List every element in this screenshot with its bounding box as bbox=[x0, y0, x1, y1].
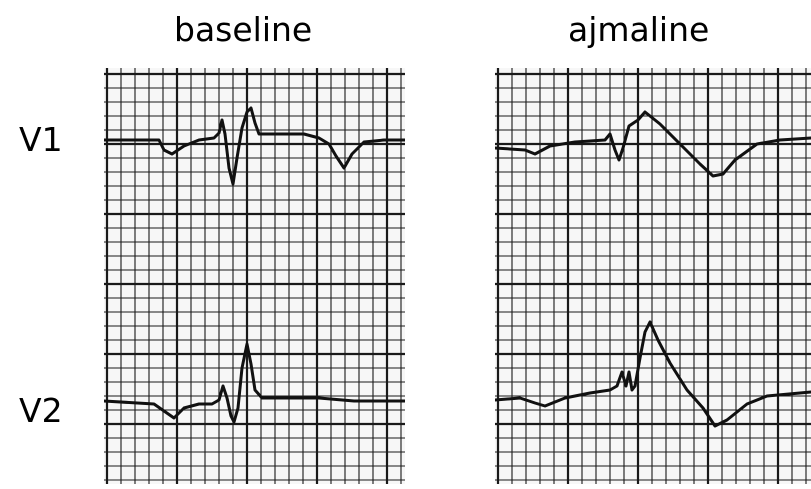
lead-label-v1: V1 bbox=[19, 120, 63, 159]
ecg-strip-baseline bbox=[104, 68, 405, 484]
ecg-trace-ajmaline-v2 bbox=[495, 320, 811, 428]
lead-label-v2: V2 bbox=[19, 391, 63, 430]
ecg-trace-baseline-v2 bbox=[104, 342, 405, 424]
ecg-grid-ajmaline bbox=[495, 68, 811, 484]
ecg-strip-ajmaline bbox=[495, 68, 811, 484]
ecg-trace-baseline-v1 bbox=[104, 106, 405, 186]
ecg-trace-ajmaline-v1 bbox=[495, 110, 811, 178]
ecg-grid-baseline bbox=[104, 68, 405, 484]
grid-lines-baseline bbox=[104, 68, 405, 484]
grid-lines-ajmaline bbox=[495, 68, 811, 484]
panel-title-baseline: baseline bbox=[174, 10, 313, 49]
panel-title-ajmaline: ajmaline bbox=[568, 10, 710, 49]
